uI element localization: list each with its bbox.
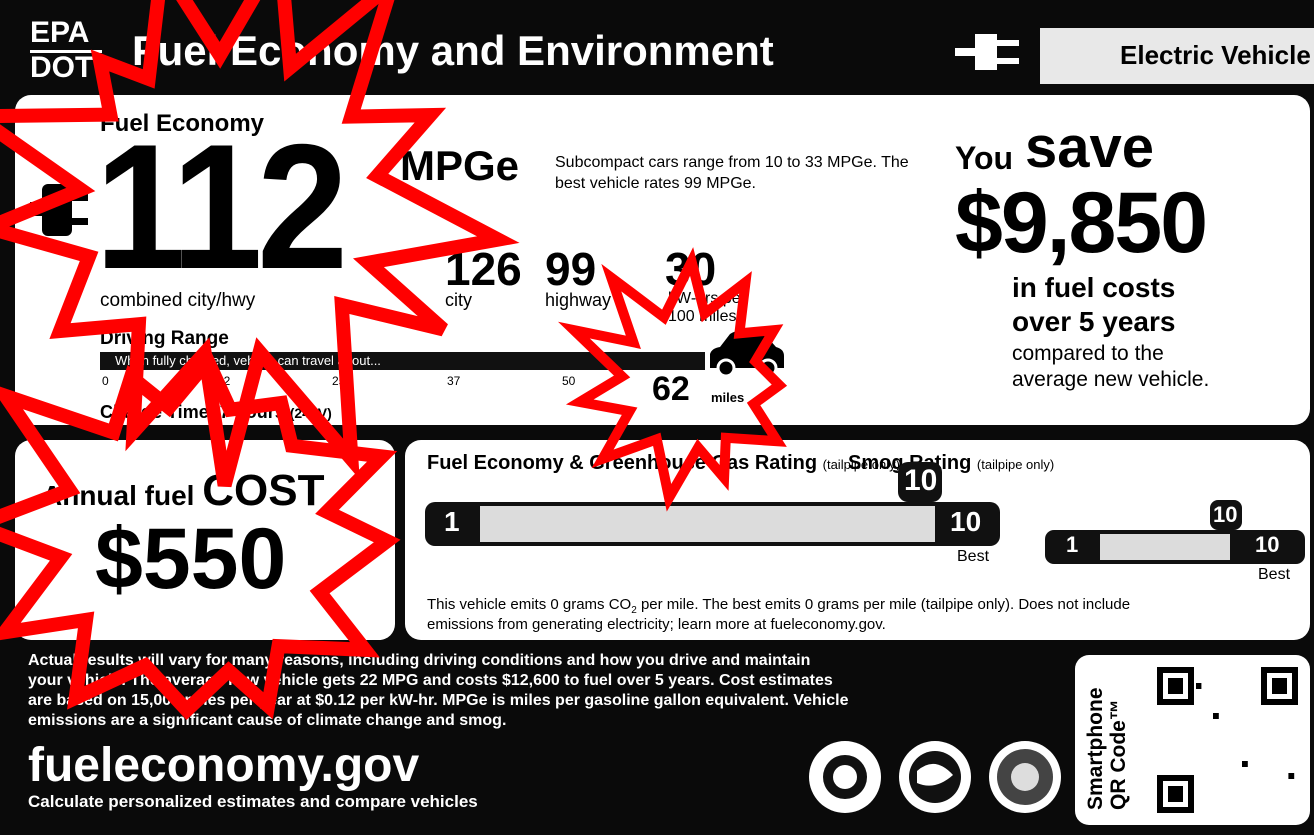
comparison: Subcompact cars range from 10 to 33 MPGe… [555,154,909,192]
save-prefix: You [955,140,1014,176]
qr-label: Smartphone QR Code™ [1084,687,1130,810]
qr-module [1272,678,1287,694]
highway-mpge: 99 [545,243,597,295]
cost-amount: $550 [95,511,287,607]
disclaimer-line: are based on 15,000 miles per year at $0… [28,692,849,709]
charge-voltage: (240V) [289,405,332,421]
emissions-line-1: This vehicle emits 0 grams CO2 per mile.… [427,596,1130,616]
consumption: 30 [665,243,717,295]
combined-label: combined city/hwy [100,290,256,311]
smog-low: 1 [1066,532,1079,557]
consumption-label-2: 100 miles [668,308,737,325]
city-label: city [445,290,472,310]
smog-high: 10 [1255,532,1280,557]
range-tick: 12 [217,374,231,388]
ghg-marker [898,462,942,502]
cost-label-2: COST [202,466,325,515]
ghg-low: 1 [444,506,460,537]
emissions-part-1: This vehicle emits 0 grams CO [427,596,632,613]
ghg-best: Best [957,548,990,565]
emissions-part-2: per mile. The best emits 0 grams per mil… [636,596,1131,613]
save-line-3: compared to the [1012,342,1164,365]
site: fueleconomy.gov [28,739,420,792]
ghg-high: 10 [950,506,982,537]
range-label: Driving Range [100,328,229,349]
ghg-marker-label: 10 [904,464,938,497]
mpge-unit: MPGe [400,142,520,189]
range-tick: 25 [332,374,346,388]
qr-label-1: Smartphone [1084,687,1107,810]
emissions-subscript: 2 [631,605,637,616]
disclaimer-line: Actual results will vary for many reason… [28,652,811,669]
city-mpge: 126 [445,243,522,295]
smog-scale [1100,534,1230,560]
smog-heading: Smog Rating (tailpipe only) [848,452,1054,475]
car-icon [710,331,784,378]
charge-label: Charge Time: 7 hours [100,402,285,422]
range-tick: 0 [102,374,109,388]
qr-module [1213,713,1219,719]
disclaimer-line: emissions are a significant cause of cli… [28,712,507,729]
save-line-1: in fuel costs [1012,272,1176,303]
range-value: 62 [652,370,690,408]
ghg-scale [480,506,935,542]
tagline: Calculate personalized estimates and com… [28,792,478,811]
ghg-heading: Fuel Economy & Greenhouse Gas Rating (ta… [427,452,900,475]
save-verb: save [1025,115,1155,180]
qr-module [1288,773,1295,779]
vehicle-type-box [1040,28,1314,84]
charge-time: Charge Time: 7 hours (240V) [100,402,332,423]
agency-bottom: DOT [30,51,94,84]
save-line-4: average new vehicle. [1012,368,1210,391]
smog-qualifier: (tailpipe only) [976,457,1055,472]
range-note: When fully charged, vehicle can travel a… [115,353,381,368]
disclaimer-line: your vehicle. The average new vehicle ge… [28,672,833,689]
cost-label: Annual fuel COST [42,466,324,516]
range-unit: miles [711,390,745,405]
cost-label-1: Annual fuel [42,480,195,511]
highway-label: highway [545,290,612,310]
ghg-title: Fuel Economy & Greenhouse Gas Rating [427,452,818,474]
smog-best: Best [1258,566,1291,583]
plug-icon [955,34,1019,70]
vehicle-type: Electric Vehicle [1120,40,1311,70]
consumption-label-1: kW-hrs per [668,290,746,307]
qr-label-2: QR Code™ [1107,699,1130,810]
combined-mpge: 112 [95,107,348,306]
qr-module [1168,786,1183,802]
qr-module [1195,683,1202,689]
smog-marker-label: 10 [1213,502,1238,527]
range-tick: 37 [447,374,461,388]
qr-module [1168,678,1183,694]
save-line-2: over 5 years [1012,306,1176,337]
emissions-line-2: emissions from generating electricity; l… [427,616,886,633]
smog-marker [1210,500,1242,530]
ghg-qualifier: (tailpipe only) [822,457,900,472]
title: Fuel Economy and Environment [132,27,774,74]
agency-top: EPA [30,16,90,49]
plug-icon-small [30,184,88,236]
range-tick: 50 [562,374,576,388]
save-amount: $9,850 [955,175,1208,271]
qr-module [1242,761,1248,767]
agency-seals [809,741,1061,813]
qr-code [1155,665,1300,815]
